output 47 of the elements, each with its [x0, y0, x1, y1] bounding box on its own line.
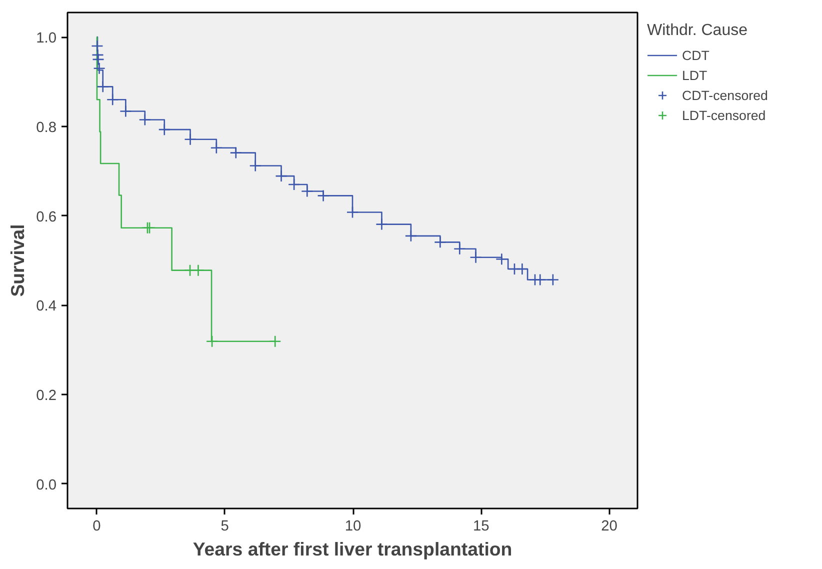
point: [516, 262, 528, 276]
point: [268, 335, 282, 348]
point: [184, 133, 196, 146]
point: [288, 178, 300, 191]
point: [496, 253, 508, 266]
y-tick-label: 0.8: [36, 120, 56, 136]
point: [92, 53, 104, 66]
y-tick-label: 0.6: [36, 209, 56, 226]
point: [376, 218, 388, 230]
point: [93, 62, 106, 75]
point: [138, 114, 152, 126]
point: [453, 242, 466, 256]
point: [317, 190, 330, 202]
y-axis-title: Survival: [7, 224, 28, 297]
x-tick-label: 5: [220, 518, 229, 534]
y-tick-label: 0.2: [36, 388, 56, 404]
legend-label: LDT: [682, 68, 708, 82]
x-tick-label: 15: [473, 518, 490, 534]
point: [210, 142, 223, 154]
point: [230, 146, 242, 159]
point: [346, 206, 359, 218]
point: [91, 40, 104, 52]
point: [106, 93, 119, 106]
y-tick-label: 0.0: [36, 477, 56, 494]
point: [206, 335, 218, 348]
legend-label: CDT-censored: [682, 88, 768, 102]
x-tick-label: 20: [601, 518, 618, 534]
x-tick-label: 0: [92, 518, 101, 534]
point: [158, 123, 171, 136]
legend-title: Withdr. Cause: [647, 22, 748, 40]
point: [404, 230, 418, 242]
point: [192, 264, 204, 276]
point: [249, 160, 262, 172]
point: [275, 170, 288, 182]
y-tick-label: 0.4: [36, 298, 56, 315]
point: [92, 48, 104, 62]
x-tick-label: 10: [344, 518, 362, 534]
point: [434, 236, 446, 248]
point: [120, 105, 132, 118]
x-axis-title: Years after first liver transplantation: [192, 538, 512, 560]
point: [470, 251, 482, 264]
legend-label: CDT: [682, 48, 710, 62]
legend-label: LDT-censored: [682, 108, 766, 122]
point: [546, 274, 560, 286]
y-tick-label: 1.0: [36, 30, 56, 47]
point: [96, 80, 110, 93]
point: [300, 185, 314, 198]
